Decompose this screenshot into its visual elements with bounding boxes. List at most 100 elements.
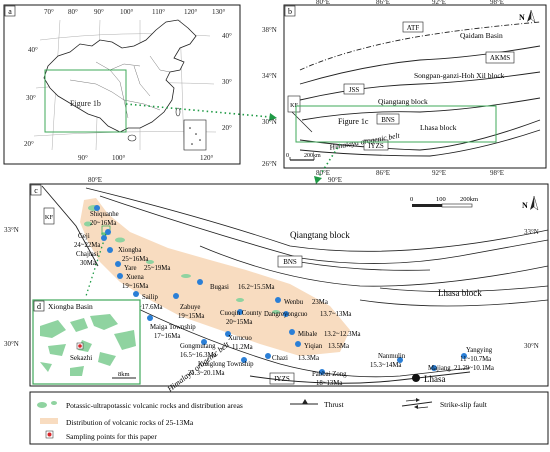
site-age-chajiasi: 30Ma xyxy=(80,260,96,267)
panel-b-lon-86: 86°E xyxy=(376,0,390,6)
site-label-xurucuo: Xurucuo xyxy=(228,335,252,342)
panel-a-lat-labels: 40° 30° 20° 40° 30° 20° xyxy=(24,32,232,148)
site-age-zabuye: 19~15Ma xyxy=(178,313,204,320)
iyzs-suture-c xyxy=(249,371,471,384)
site-label-mibale: Mibale xyxy=(298,331,317,338)
site-label-yangying: Yangying xyxy=(466,347,493,354)
panel-b-lat-38: 38°N xyxy=(262,26,277,34)
panel-b-kf-fault xyxy=(291,111,313,133)
site-markers: Shiquanhe 20~16Ma Geji 24~22Ma Chajiasi … xyxy=(74,205,494,387)
site-dot-sailip xyxy=(133,291,139,297)
arrow-a-to-b xyxy=(125,103,271,118)
qaidam-basin-label: Qaidam Basin xyxy=(460,31,503,40)
panel-b-scale-label: 200km xyxy=(304,153,321,159)
site-label-xiongba: Xiongba xyxy=(118,247,141,254)
panel-b-bottom-lon-labels: 80°E 86°E 92°E 98°E xyxy=(316,169,504,177)
site-dot-chazi xyxy=(265,353,271,359)
site-age-nanmulin: 15.3~14Ma xyxy=(370,362,401,369)
china-outline xyxy=(43,19,197,133)
figure-1b-box xyxy=(44,69,127,133)
legend: Potassic-ultrapotassic volcanic rocks an… xyxy=(29,391,549,445)
site-dot-yangying xyxy=(461,353,467,359)
panel-d-potassic-patches xyxy=(40,314,136,376)
legend-strike-slip-label: Strike-slip fault xyxy=(440,400,488,409)
panel-c-letter-box xyxy=(30,184,42,196)
site-dot-pabbai xyxy=(319,369,325,375)
panel-c-letter: c xyxy=(34,186,38,195)
panel-b-bot-lon-86: 86°E xyxy=(376,169,390,177)
panel-c-lat-33: 33°N xyxy=(4,226,19,234)
panel-a-bottom-lon-labels: 90° 100° 120° xyxy=(78,154,214,162)
panel-b-lon-80: 80°E xyxy=(316,0,330,6)
site-dot-shiquanhe xyxy=(94,205,100,211)
site-dot-yiqian xyxy=(295,341,301,347)
site-age-yiqian: 13.5Ma xyxy=(328,343,349,350)
jss-suture-line xyxy=(299,71,541,101)
site-label-pabbai: Pabbai Zong xyxy=(312,371,347,378)
site-age-xuena: 19~16Ma xyxy=(122,283,148,290)
site-dot-konglong xyxy=(241,357,247,363)
arrow-a-to-b-head xyxy=(269,113,277,121)
panel-b-iyzs-label: IYZS xyxy=(368,142,384,150)
site-label-chajiasi: Chajiasi xyxy=(76,251,98,258)
china-province-lines xyxy=(69,55,171,119)
site-age-bugasi: 16.2~15.5Ma xyxy=(238,284,275,291)
panel-a-lat-30: 30° xyxy=(26,94,36,102)
panel-a-lat-20: 20° xyxy=(24,140,34,148)
bns-suture-line-b xyxy=(301,97,541,121)
site-age-cuoqin: 20~15Ma xyxy=(226,319,252,326)
panel-a-lon-110: 110° xyxy=(152,8,165,16)
panel-a-lat-right-40: 40° xyxy=(222,32,232,40)
arrow-c-to-d xyxy=(85,233,107,297)
panel-b-iyzs-box xyxy=(363,139,389,151)
panel-a-china-overview: a 70° 80° 90° 100° 110° 120° 130° 90° 10… xyxy=(3,4,241,165)
site-label-wenbu: Wenbu xyxy=(284,299,304,306)
site-age-dangreyongcuo: 13.7~13Ma xyxy=(320,311,351,318)
panel-b-letter: b xyxy=(288,7,292,16)
site-label-dangreyongcuo: Dangreyongcuo xyxy=(264,311,308,318)
atf-label: ATF xyxy=(407,24,420,32)
site-age-gongmutang: 16.5~16.3Ma xyxy=(180,352,217,359)
arrow-b-to-c-head xyxy=(314,176,322,184)
panel-b-lat-26: 26°N xyxy=(262,160,277,168)
legend-thrust-label: Thrust xyxy=(324,400,344,409)
site-dot-maiga xyxy=(147,315,153,321)
site-dot-xurucuo xyxy=(225,331,231,337)
legend-sampling-label: Sampling points for this paper xyxy=(66,432,157,441)
site-label-geji: Geji xyxy=(78,233,90,240)
panel-b-north-arrow: N xyxy=(519,9,536,23)
panel-b-lon-92: 92°E xyxy=(432,0,446,6)
kf-fault-c xyxy=(41,185,99,267)
panel-b-lat-labels: 38°N 34°N 30°N 26°N xyxy=(262,26,277,168)
panel-b-bot-lon-92: 92°E xyxy=(432,169,446,177)
site-label-zabuye: Zabuye xyxy=(180,304,200,311)
panel-c-north-letter: N xyxy=(522,201,528,210)
panel-c-scale-bar: 0 100 200km xyxy=(410,196,478,208)
panel-d-title: Xiongba Basin xyxy=(48,302,93,311)
site-age-yangying: 11~10.7Ma xyxy=(460,356,491,363)
panel-a-top-lon-labels: 70° 80° 90° 100° 110° 120° 130° xyxy=(44,8,226,16)
panel-a-letter-box xyxy=(4,5,16,17)
panel-c-lon-90: 90°E xyxy=(328,176,342,184)
site-dot-wenbu xyxy=(275,297,281,303)
figure-1c-label: Figure 1c xyxy=(338,117,369,126)
panel-c-lat-30: 30°N xyxy=(4,340,19,348)
site-age-pabbai: 18~13Ma xyxy=(316,380,342,387)
panel-b-lat-30: 30°N xyxy=(262,118,277,126)
panel-b-bns-box xyxy=(376,113,400,125)
panel-c-lat-right-33: 33°N xyxy=(524,228,539,236)
songpan-block-label: Songpan-ganzi-Hoh Xil block xyxy=(414,71,505,80)
site-dot-yare xyxy=(115,261,121,267)
site-label-gongmutang: Gongmutang xyxy=(180,343,216,350)
site-label-konglong: Konglong Township xyxy=(198,361,254,368)
site-dot-xuena xyxy=(117,273,123,279)
legend-frame xyxy=(29,391,549,445)
panel-a-bot-lon-90: 90° xyxy=(78,154,88,162)
panel-d-xiongba-inset: d Xiongba Basin Sekazhi 8km xyxy=(32,299,141,385)
hainan-island xyxy=(127,134,137,142)
panel-b-lat-34: 34°N xyxy=(262,72,277,80)
iyzs-suture-line-b xyxy=(299,119,541,151)
panel-d-letter: d xyxy=(37,302,41,311)
panel-c-kf-label: KF xyxy=(45,214,54,221)
